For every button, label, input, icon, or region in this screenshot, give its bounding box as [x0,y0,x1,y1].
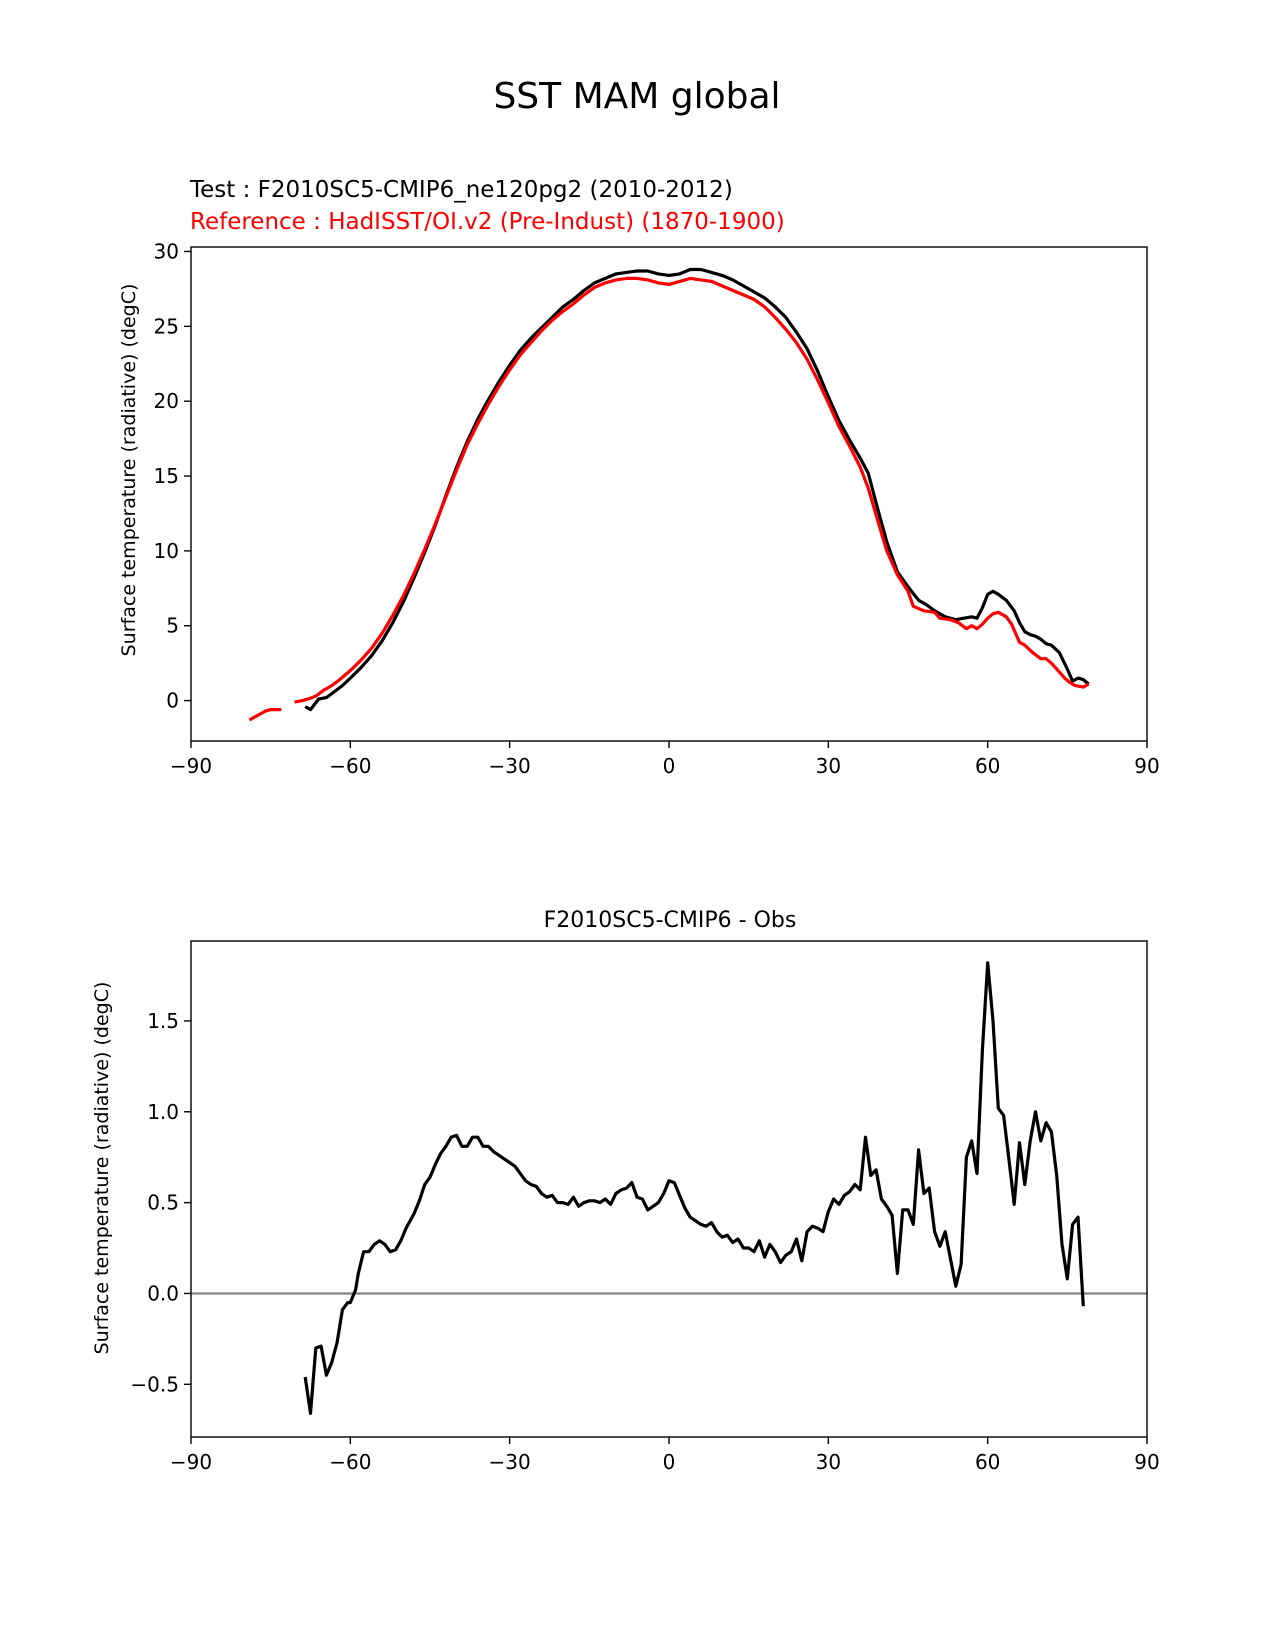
top-xtick-label: −30 [489,754,531,778]
bottom-xtick-label: 30 [816,1450,841,1474]
bottom-title: F2010SC5-CMIP6 - Obs [544,908,797,933]
top-panel: Test : F2010SC5-CMIP6_ne120pg2 (2010-201… [118,177,1160,778]
bottom-xtick-label: −60 [329,1450,371,1474]
top-ytick-label: 0 [166,689,179,713]
bottom-xtick-label: −30 [489,1450,531,1474]
figure-suptitle: SST MAM global [493,76,780,117]
top-ytick-label: 20 [154,389,179,413]
bottom-panel: F2010SC5-CMIP6 - Obs Surface temperature… [91,908,1160,1474]
bottom-ylabel: Surface temperature (radiative) (degC) [91,982,113,1355]
top-series-reference-line-0 [248,707,282,722]
bottom-ytick-label: −0.5 [130,1372,179,1396]
bottom-ytick-label: 1.5 [147,1009,179,1033]
top-xtick-label: 90 [1134,754,1159,778]
top-xtick-label: −90 [170,754,212,778]
bottom-series-test-reference-line-0 [303,961,1085,1416]
bottom-ytick-label: 1.0 [147,1100,179,1124]
top-xtick-label: 60 [975,754,1000,778]
bottom-ytick-label: 0.5 [147,1191,179,1215]
top-ytick-label: 15 [154,464,179,488]
top-ytick-label: 10 [154,539,179,563]
bottom-xtick-label: 60 [975,1450,1000,1474]
top-series-reference-line-1 [294,276,1090,704]
bottom-ytick-label: 0.0 [147,1281,179,1305]
top-ytick-label: 5 [166,614,179,638]
top-ylabel: Surface temperature (radiative) (degC) [118,284,140,657]
top-xtick-label: 0 [663,754,676,778]
top-ytick-label: 30 [154,239,179,263]
top-ytick-label: 25 [154,314,179,338]
bottom-xtick-label: 0 [663,1450,676,1474]
bottom-plot-area: −90 −60 −30 0 30 60 90 −0.5 0.0 0.5 1.0 1.5 [130,940,1160,1474]
bottom-xtick-label: 90 [1134,1450,1159,1474]
top-xtick-label: 30 [816,754,841,778]
top-xtick-label: −60 [329,754,371,778]
bottom-xtick-label: −90 [170,1450,212,1474]
test-title: Test : F2010SC5-CMIP6_ne120pg2 (2010-201… [189,177,733,203]
reference-title: Reference : HadISST/OI.v2 (Pre-Indust) (… [190,209,785,235]
top-plot-area: −90 −60 −30 0 30 60 90 0 5 10 15 20 25 30 [154,239,1160,778]
